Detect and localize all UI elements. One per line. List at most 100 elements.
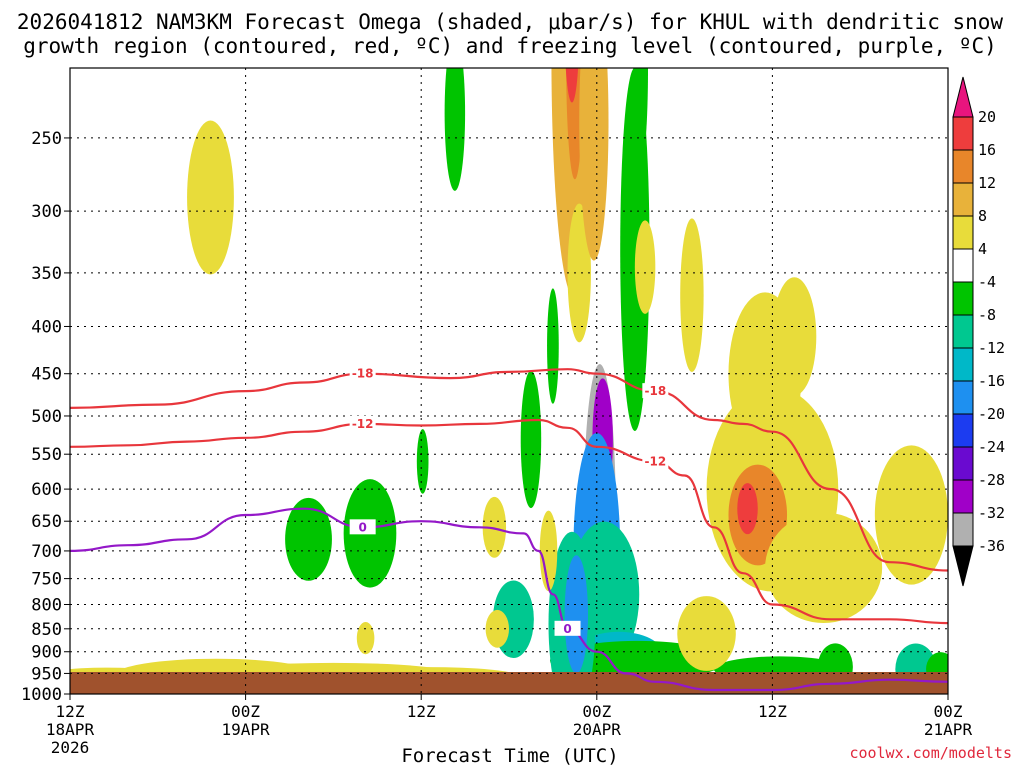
- omega-blob: [567, 203, 591, 343]
- contour-label: -18: [644, 384, 666, 398]
- contour-label-bg: [642, 453, 669, 469]
- y-tick-label: 800: [31, 595, 62, 615]
- colorbar-tick-label: -36: [978, 537, 1005, 555]
- x-tick-time: 12Z: [56, 702, 85, 721]
- colorbar-tick-label: -32: [978, 504, 1005, 522]
- contour-label: -12: [352, 417, 374, 431]
- colorbar-under-triangle: [952, 545, 974, 587]
- y-tick-label: 550: [31, 445, 62, 465]
- x-tick-time: 00Z: [582, 702, 611, 721]
- y-tick-label: 600: [31, 480, 62, 500]
- omega-blob: [633, 68, 649, 166]
- omega-blob: [547, 288, 559, 404]
- contour-label: 0: [563, 622, 571, 636]
- colorbar-tick-label: -12: [978, 339, 1005, 357]
- chart-title-line2: growth region (contoured, red, ºC) and f…: [23, 34, 997, 58]
- contour-label: -18: [352, 367, 374, 381]
- colorbar-bin: [952, 149, 974, 184]
- x-tick-year: 2026: [51, 738, 90, 757]
- omega-blob: [772, 277, 817, 396]
- colorbar-tick-label: -24: [978, 438, 1005, 456]
- colorbar: 20 16 12 8 4 -4 -8 -12 -16 -20 -24 -28 -32 -36: [952, 76, 1005, 587]
- colorbar-bin: [952, 347, 974, 382]
- y-tick-label: 500: [31, 407, 62, 427]
- omega-blob: [444, 68, 466, 191]
- y-tick-label: 750: [31, 570, 62, 590]
- x-tick-date: 18APR: [46, 720, 95, 739]
- temperature-contours: -18 -18 -12 -12 0 0: [69, 365, 949, 692]
- colorbar-over-triangle: [952, 76, 974, 118]
- x-tick-time: 12Z: [758, 702, 787, 721]
- source-credit: coolwx.com/modelts: [849, 744, 1012, 762]
- colorbar-tick-label: -4: [978, 273, 996, 291]
- y-tick-label: 250: [31, 129, 62, 149]
- contour-line--12: [69, 418, 949, 625]
- colorbar-tick-label: 12: [978, 174, 996, 192]
- omega-blob: [416, 429, 429, 494]
- omega-blob: [539, 510, 558, 592]
- colorbar-tick-label: -8: [978, 306, 996, 324]
- chart-title-line1: 2026041812 NAM3KM Forecast Omega (shaded…: [17, 10, 1004, 34]
- omega-blob: [677, 596, 736, 671]
- plot-frame: [69, 67, 949, 695]
- contour-line-0: [69, 507, 949, 692]
- ground-layer: [70, 672, 948, 694]
- x-tick-date: 19APR: [222, 720, 271, 739]
- x-tick-time: 00Z: [231, 702, 260, 721]
- omega-blob: [680, 218, 704, 373]
- colorbar-tick-label: -28: [978, 471, 1005, 489]
- contour-label-bg: [554, 620, 581, 636]
- contour-label: -12: [644, 454, 666, 468]
- omega-blob: [565, 68, 579, 103]
- omega-blob: [737, 483, 758, 535]
- colorbar-bin: [952, 413, 974, 448]
- y-tick-label: 300: [31, 202, 62, 222]
- plot-area: -18 -18 -12 -12 0 0: [69, 67, 949, 695]
- contour-label: 0: [358, 520, 366, 534]
- colorbar-tick-label: -16: [978, 372, 1005, 390]
- colorbar-tick-label: 16: [978, 141, 996, 159]
- contour-label-bg: [349, 415, 376, 431]
- colorbar-bin: [952, 248, 974, 283]
- colorbar-bin: [952, 116, 974, 151]
- omega-blob: [520, 370, 542, 509]
- omega-blob: [285, 497, 332, 581]
- colorbar-tick-label: 20: [978, 108, 996, 126]
- omega-blob: [579, 68, 609, 261]
- x-tick-time: 00Z: [934, 702, 963, 721]
- omega-blob: [564, 555, 589, 674]
- y-tick-label: 850: [31, 620, 62, 640]
- omega-blob: [187, 120, 234, 275]
- colorbar-tick-label: 8: [978, 207, 987, 225]
- y-tick-label: 450: [31, 365, 62, 385]
- contour-label-bg: [642, 383, 669, 399]
- y-tick-label: 700: [31, 542, 62, 562]
- colorbar-bin: [952, 446, 974, 481]
- colorbar-bin: [952, 182, 974, 217]
- x-tick-time: 12Z: [407, 702, 436, 721]
- contour-label-bg: [349, 519, 376, 535]
- omega-blob: [874, 445, 948, 585]
- colorbar-bin: [952, 281, 974, 316]
- colorbar-bin: [952, 314, 974, 349]
- omega-blob: [634, 220, 656, 314]
- omega-blob: [765, 512, 883, 624]
- y-tick-label: 650: [31, 512, 62, 532]
- colorbar-tick-label: -20: [978, 405, 1005, 423]
- y-tick-label: 400: [31, 317, 62, 337]
- y-tick-label: 1000: [21, 685, 62, 705]
- y-tick-label: 900: [31, 643, 62, 663]
- y-tick-label: 350: [31, 264, 62, 284]
- colorbar-tick-label: 4: [978, 240, 987, 258]
- colorbar-bin: [952, 380, 974, 415]
- colorbar-bin: [952, 479, 974, 514]
- x-tick-date: 20APR: [573, 720, 622, 739]
- y-tick-label: 950: [31, 664, 62, 684]
- x-axis-label: Forecast Time (UTC): [401, 745, 618, 767]
- omega-blob: [482, 496, 507, 558]
- colorbar-bin: [952, 215, 974, 250]
- omega-blob: [356, 621, 375, 655]
